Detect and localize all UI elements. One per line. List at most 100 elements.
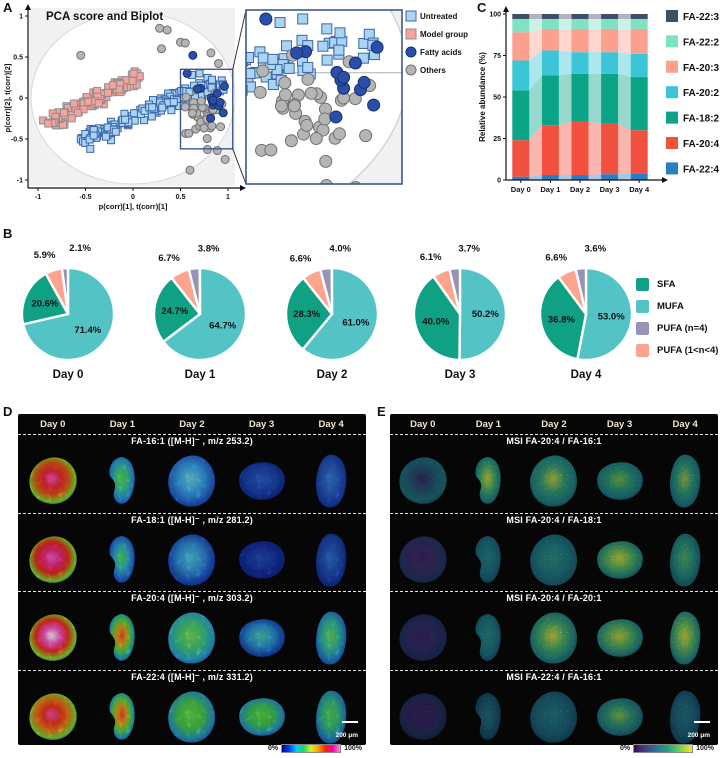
stack-segment-FA-20:3 (541, 28, 559, 51)
tissue-image (315, 533, 346, 587)
stack-day-label: Day 2 (570, 185, 590, 194)
pie-slice-SFA (152, 276, 202, 343)
stack-day-label: Day 4 (629, 185, 650, 194)
stack-legend-swatch-FA-20:2 (666, 86, 678, 99)
stack-day-label: Day 1 (540, 185, 560, 194)
pie-legend-swatch (636, 344, 649, 357)
stack-segment-FA-20:4 (512, 140, 530, 177)
stack-legend-swatch-FA-22:3 (666, 10, 678, 22)
tissue-image (168, 691, 216, 743)
tissue-image (29, 457, 77, 505)
pie-legend-item: PUFA (n=4) (636, 322, 718, 335)
svg-text:53.0%: 53.0% (598, 311, 625, 322)
msi-ratio-images-panel: Day 0 Day 1 Day 2 Day 3 Day 4 MSI FA-20:4 / F… (390, 414, 718, 745)
msi-row-title: MSI FA-20:4 / FA-18:1 (506, 514, 602, 525)
msi-cell (587, 691, 653, 743)
msi-cell (18, 532, 88, 588)
colorbar-e-gradient (633, 744, 694, 753)
scale-bar-label: 200 μm (335, 732, 358, 739)
stack-segment-FA-18:2 (541, 75, 559, 126)
svg-text:50: 50 (493, 95, 501, 102)
stack-segment-FA-20:2 (512, 60, 530, 91)
msi-day-label: Day 3 (606, 418, 633, 430)
colorbar-e: 0% 100% (620, 744, 714, 753)
stack-legend-swatch-FA-20:4 (666, 137, 678, 149)
msi-cell (521, 451, 587, 511)
msi-cell (521, 608, 587, 668)
msi-day-label: Day 4 (672, 418, 698, 430)
tissue-image (29, 536, 77, 583)
msi-image-strip (18, 450, 366, 513)
msi-image-strip (18, 686, 366, 749)
tissue-image (596, 698, 643, 736)
msi-row: FA-20:4 ([M-H]⁻ , m/z 303.2) (18, 591, 366, 670)
msi-cell (652, 687, 718, 747)
pie-chart-day-1: 64.7% 24.7% 6.7% 3.8% Day 1 (152, 243, 248, 381)
msi-image-strip (390, 607, 718, 670)
stack-segment-FA-22:3 (601, 14, 619, 19)
pca-ylabel: p(corr)[2], t(corr)[2] (3, 63, 12, 132)
msi-cell (18, 689, 88, 745)
msi-cell (587, 534, 653, 586)
colorbar-d-max: 100% (344, 745, 363, 752)
svg-text:6.6%: 6.6% (290, 253, 312, 264)
pie-legend-item: MUFA (636, 300, 718, 313)
stack-legend-label: FA-22:3 (683, 12, 720, 23)
pca-legend-label: Model group (420, 30, 468, 39)
pie-legend-label: PUFA (n=4) (657, 323, 708, 334)
msi-cell (227, 691, 297, 743)
stack-legend-label: FA-20:3 (683, 63, 720, 74)
pca-xlabel: p(corr)[1], t(corr)[1] (99, 202, 168, 211)
svg-text:-0.5: -0.5 (11, 137, 23, 144)
msi-cell (652, 451, 718, 511)
tissue-image (168, 534, 216, 586)
stack-segment-FA-22:2 (601, 18, 619, 29)
pie-day-label: Day 3 (445, 369, 476, 381)
tissue-image (399, 614, 447, 662)
pie-slice-SFA (284, 276, 334, 351)
msi-image-strip (18, 607, 366, 670)
panel-e-label: E (377, 404, 386, 419)
stack-legend-label: FA-20:2 (683, 88, 720, 99)
svg-text:5.9%: 5.9% (34, 250, 56, 261)
msi-row-title: FA-16:1 ([M-H]⁻ , m/z 253.2) (131, 436, 253, 446)
pie-slice-MUFA (301, 266, 380, 362)
pie-slice-PUFA-n-4- (60, 266, 70, 316)
msi-day-label: Day 0 (40, 418, 66, 430)
svg-text:0: 0 (131, 194, 135, 201)
colorbar-d-min: 0% (268, 745, 279, 752)
stack-segment-FA-22:2 (571, 18, 589, 29)
msi-day-label: Day 2 (179, 418, 205, 430)
stack-segment-FA-18:2 (571, 73, 589, 122)
msi-day-label: Day 3 (248, 418, 275, 430)
tissue-image (530, 612, 578, 664)
stack-segment-FA-18:2 (630, 77, 648, 131)
pie-legend-item: PUFA (1<n<4) (636, 344, 718, 357)
msi-row: FA-16:1 ([M-H]⁻ , m/z 253.2) (18, 435, 366, 513)
msi-day-label: Day 1 (475, 418, 502, 430)
tissue-image (475, 614, 501, 661)
stack-segment-FA-22:3 (630, 14, 648, 19)
svg-text:25: 25 (493, 136, 501, 143)
tissue-image (669, 612, 700, 665)
svg-text:-0.5: -0.5 (79, 194, 91, 201)
msi-row: MSI FA-20:4 / FA-20:1 (390, 591, 718, 670)
tissue-image (399, 457, 447, 505)
svg-text:28.3%: 28.3% (293, 309, 320, 320)
stack-segment-FA-20:3 (601, 28, 619, 53)
tissue-image (109, 535, 135, 583)
pie-legend-swatch (636, 300, 649, 313)
stack-segment-FA-22:4 (630, 173, 648, 180)
legend-swatch-untreated (405, 10, 417, 22)
panel-d-label: D (3, 404, 13, 419)
svg-text:50.2%: 50.2% (472, 309, 499, 320)
svg-text:6.7%: 6.7% (158, 253, 180, 264)
legend-swatch-model-group (405, 28, 417, 40)
stack-segment-FA-22:4 (512, 176, 530, 180)
tissue-image (475, 535, 501, 583)
stack-segment-FA-20:4 (571, 121, 589, 176)
svg-text:1: 1 (19, 14, 23, 21)
tissue-image (168, 455, 216, 507)
svg-text:40.0%: 40.0% (422, 317, 449, 328)
pca-legend-label: Fatty acids (420, 48, 462, 57)
